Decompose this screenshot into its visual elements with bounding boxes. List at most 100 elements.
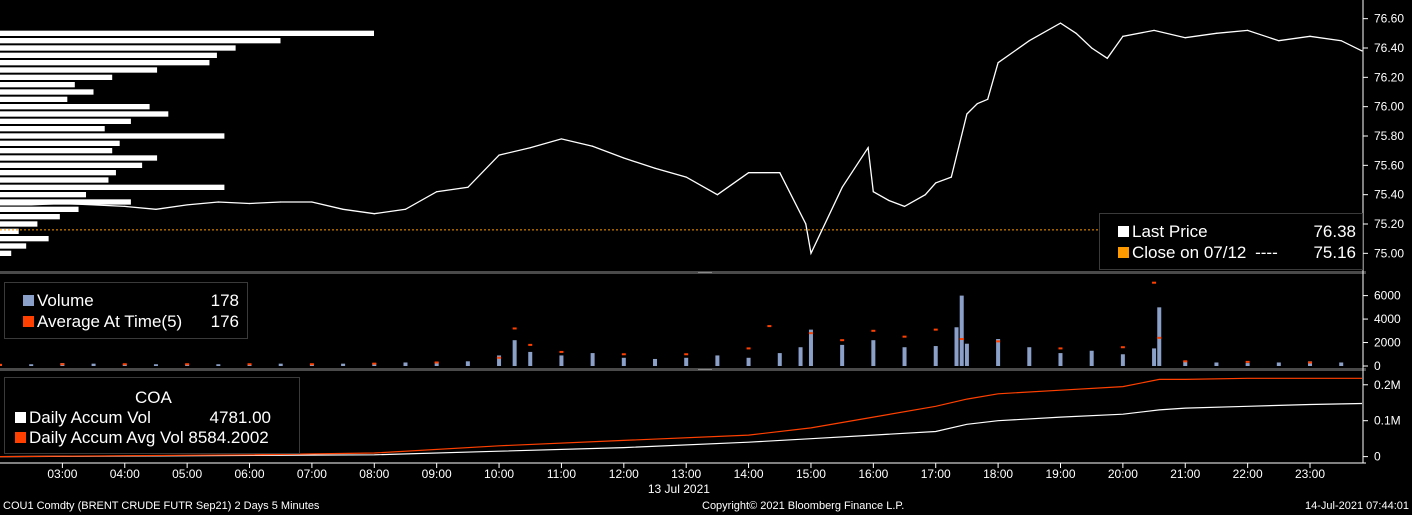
x-tick-label: 11:00 [547, 467, 576, 481]
volume-bar [1214, 362, 1219, 366]
price-axis-tick-label: 76.40 [1374, 41, 1404, 55]
avg-at-time-mark [902, 335, 907, 338]
x-tick-label: 21:00 [1170, 467, 1200, 481]
volume-profile-bar [0, 155, 158, 161]
price-axis-tick-label: 75.40 [1374, 188, 1404, 202]
last-price-point [0, 204, 1, 206]
volume-profile-bar [0, 111, 169, 117]
volume-bar [465, 361, 470, 366]
last-price-point [623, 157, 625, 159]
volume-bar [808, 329, 813, 366]
volume-bar [798, 347, 803, 366]
volume-profile-bar [0, 243, 27, 249]
last-price-point [1184, 37, 1186, 39]
last-price-point [924, 194, 926, 196]
last-price-swatch [1118, 226, 1129, 237]
price-axis-tick-label: 76.20 [1374, 70, 1404, 84]
avg-at-time-mark [871, 329, 876, 332]
volume-bar [153, 364, 158, 366]
volume-bar [621, 357, 626, 366]
accum-avg-value: 8584.2002 [188, 428, 269, 447]
last-price-point [124, 205, 126, 207]
volume-bar [512, 340, 517, 366]
volume-bar [341, 363, 346, 366]
close-dashes: ---- [1255, 243, 1278, 262]
last-price-point [1091, 47, 1093, 49]
x-tick-label: 05:00 [172, 467, 202, 481]
volume-bar [902, 347, 907, 366]
daily-accum-vol-line [0, 402, 1363, 458]
avg-at-time-mark [309, 363, 314, 366]
timestamp-footer: 14-Jul-2021 07:44:01 [1305, 500, 1409, 512]
last-price-point [92, 204, 95, 206]
last-price-point [373, 213, 375, 215]
volume-profile-bar [0, 184, 225, 190]
volume-bar [1120, 354, 1125, 366]
volume-profile-bar [0, 228, 19, 234]
volume-profile-bar [0, 67, 158, 73]
volume-profile-bar [0, 89, 94, 95]
x-tick-label: 08:00 [359, 467, 389, 481]
avg-at-time-mark [1058, 347, 1063, 350]
last-price-point [779, 172, 781, 174]
x-tick-label: 12:00 [609, 467, 639, 481]
volume-bar [840, 344, 845, 366]
volume-axis-tick-label: 6000 [1374, 289, 1401, 303]
volume-bar [278, 363, 283, 366]
avg-at-time-mark [247, 363, 252, 366]
accum-avg-label: Daily Accum Avg Vol [29, 428, 184, 447]
last-price-point [1106, 57, 1108, 59]
volume-profile-bar [0, 60, 210, 66]
volume-bar [1152, 348, 1157, 366]
last-price-point [436, 191, 438, 193]
price-axis-tick-label: 75.80 [1374, 129, 1404, 143]
accum-avg-legend-item: Daily Accum Avg Vol 8584.2002 [15, 428, 269, 448]
volume-profile-bar [0, 206, 79, 212]
volume-legend: Volume 178 Average At Time(5) 176 [4, 282, 248, 339]
volume-bar [1058, 353, 1063, 366]
volume-bar [1027, 347, 1032, 366]
copyright-footer: Copyright© 2021 Bloomberg Finance L.P. [702, 500, 905, 512]
volume-legend-item: Volume [23, 291, 94, 311]
avg-at-time-mark [621, 353, 626, 356]
volume-bar [954, 327, 959, 366]
volume-axis-tick-label: 4000 [1374, 312, 1401, 326]
avg-at-time-mark [996, 340, 1001, 343]
separator-handle-1 [698, 272, 712, 273]
last-price-value: 76.38 [1313, 222, 1356, 241]
price-legend: Last Price 76.38 Close on 07/12 ---- 75.… [1099, 213, 1363, 270]
avg-at-time-mark [185, 363, 190, 366]
last-price-point [997, 62, 999, 64]
last-price-point [186, 204, 188, 206]
volume-bar [1157, 307, 1162, 366]
last-price-point [903, 205, 906, 207]
volume-profile-bar [0, 38, 281, 44]
x-tick-label: 15:00 [796, 467, 826, 481]
volume-profile-bar [0, 250, 12, 256]
volume-bar [29, 364, 34, 366]
volume-bar [684, 357, 689, 366]
last-price-point [1278, 40, 1280, 42]
volume-profile-bar [0, 221, 38, 227]
x-tick-label: 14:00 [734, 467, 764, 481]
last-price-point [155, 208, 157, 210]
accum-axis-tick-label: 0 [1374, 450, 1381, 464]
volume-bar [216, 364, 221, 366]
price-axis-tick-label: 76.00 [1374, 100, 1404, 114]
avg-legend-item: Average At Time(5) [23, 312, 182, 332]
volume-profile-bar [0, 140, 120, 146]
volume-profile-bar [0, 104, 150, 110]
avg-at-time-mark [684, 353, 689, 356]
last-price-point [342, 208, 344, 210]
last-price-point [810, 252, 812, 254]
volume-bar [959, 295, 964, 366]
volume-profile-bar [0, 133, 225, 139]
avg-at-time-mark [746, 347, 751, 350]
avg-at-time-mark [122, 363, 127, 366]
last-price-point [61, 202, 63, 205]
avg-value: 176 [210, 312, 239, 331]
volume-label: Volume [37, 291, 94, 310]
last-price-point [1122, 35, 1124, 37]
volume-profile-bar [0, 74, 113, 80]
avg-at-time-mark [1245, 360, 1250, 363]
